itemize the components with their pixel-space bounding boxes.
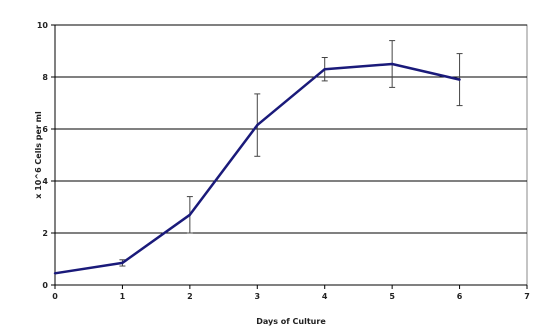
x-tick-label-2: 2 (187, 292, 193, 301)
data-point-4 (323, 68, 326, 71)
data-point-2 (188, 213, 192, 216)
data-point-0 (53, 272, 57, 275)
x-tick-label-0: 0 (52, 292, 58, 301)
y-tick-label-4: 4 (42, 177, 48, 186)
y-tick-label-10: 10 (37, 21, 49, 30)
x-tick-label-4: 4 (322, 292, 328, 301)
x-tick-label-6: 6 (457, 292, 463, 301)
x-tick-label-3: 3 (254, 292, 260, 301)
y-tick-label-2: 2 (42, 229, 48, 238)
x-tick-label-7: 7 (524, 292, 530, 301)
data-point-6 (458, 78, 461, 81)
y-tick-label-0: 0 (42, 281, 48, 290)
plot-area (54, 24, 528, 286)
data-point-5 (390, 62, 394, 66)
y-tick-label-8: 8 (42, 73, 48, 82)
x-tick-labels: 0 1 2 3 4 5 6 7 (52, 292, 530, 301)
x-tick-label-5: 5 (389, 292, 395, 301)
x-axis-title: Days of Culture (256, 317, 326, 326)
series (53, 62, 461, 275)
x-tick-label-1: 1 (120, 292, 126, 301)
data-point-3 (256, 123, 259, 127)
y-tick-labels: 0 2 4 6 8 10 (37, 21, 49, 290)
data-point-1 (121, 261, 124, 265)
y-tick-label-6: 6 (42, 125, 48, 134)
axes (51, 24, 528, 289)
y-axis-title: x 10^6 Cells per ml (34, 111, 43, 199)
